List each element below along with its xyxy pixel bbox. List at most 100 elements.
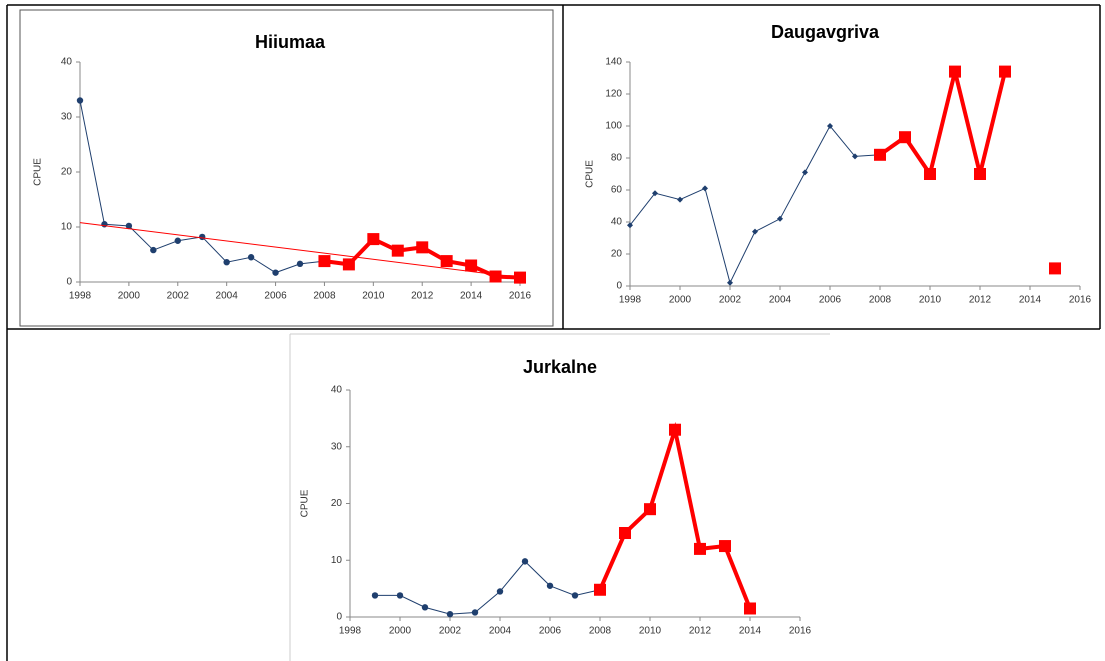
y-tick-label: 40 xyxy=(611,217,623,228)
y-axis-label: CPUE xyxy=(585,160,596,188)
series-line xyxy=(880,72,1055,269)
point xyxy=(727,279,733,286)
point xyxy=(852,153,858,160)
x-tick-label: 2010 xyxy=(639,626,662,637)
x-tick-label: 2012 xyxy=(689,626,712,637)
y-tick-label: 0 xyxy=(616,281,622,292)
x-tick-label: 2006 xyxy=(539,626,562,637)
point xyxy=(125,222,133,230)
x-tick-label: 2008 xyxy=(869,295,892,306)
x-tick-label: 2008 xyxy=(313,291,336,302)
point xyxy=(199,233,206,241)
x-tick-label: 2002 xyxy=(167,291,190,302)
point xyxy=(247,254,255,261)
x-tick-label: 2012 xyxy=(411,291,434,302)
series-line xyxy=(79,100,325,274)
point xyxy=(342,258,355,271)
y-tick-label: 120 xyxy=(605,89,622,100)
point xyxy=(318,255,331,268)
point xyxy=(924,168,936,180)
x-tick-label: 2010 xyxy=(362,291,385,302)
point xyxy=(521,558,529,565)
x-tick-label: 2002 xyxy=(439,626,462,637)
y-tick-label: 20 xyxy=(331,498,343,509)
point xyxy=(446,610,454,618)
y-tick-label: 20 xyxy=(611,249,623,260)
y-tick-label: 40 xyxy=(61,57,73,68)
point xyxy=(101,221,108,228)
point xyxy=(223,259,230,266)
point xyxy=(391,244,404,257)
point xyxy=(827,123,833,129)
point xyxy=(367,233,380,246)
chart-title: Jurkalne xyxy=(523,357,597,377)
x-tick-label: 2004 xyxy=(489,626,512,637)
x-tick-label: 1998 xyxy=(619,295,642,306)
y-tick-label: 30 xyxy=(61,112,73,123)
series-line xyxy=(375,560,601,615)
point xyxy=(421,604,429,611)
point xyxy=(652,190,658,197)
point xyxy=(471,609,479,616)
point xyxy=(174,237,181,244)
x-tick-label: 2014 xyxy=(1019,295,1042,306)
point xyxy=(627,222,633,229)
x-tick-label: 2008 xyxy=(589,626,612,637)
point xyxy=(644,503,656,516)
point xyxy=(150,246,157,254)
point xyxy=(777,215,783,222)
series-line xyxy=(79,222,521,279)
series-line xyxy=(629,125,881,285)
point xyxy=(396,592,404,599)
point xyxy=(899,131,911,144)
x-tick-label: 1998 xyxy=(339,626,362,637)
y-tick-label: 30 xyxy=(331,441,343,452)
point xyxy=(752,228,758,235)
point xyxy=(546,582,554,589)
y-axis-label: CPUE xyxy=(33,158,44,186)
y-tick-label: 100 xyxy=(605,121,622,132)
point xyxy=(440,255,453,268)
y-tick-label: 10 xyxy=(61,222,73,233)
point xyxy=(999,65,1011,78)
x-tick-label: 2004 xyxy=(769,295,792,306)
x-tick-label: 2006 xyxy=(819,295,842,306)
x-tick-label: 2016 xyxy=(1069,295,1092,306)
point xyxy=(744,602,756,615)
x-tick-label: 2014 xyxy=(460,291,483,302)
x-tick-label: 2000 xyxy=(669,295,692,306)
point xyxy=(594,583,606,596)
x-tick-label: 2014 xyxy=(739,626,762,637)
point xyxy=(371,592,379,599)
y-tick-label: 20 xyxy=(61,167,73,178)
x-tick-label: 2016 xyxy=(509,291,532,302)
point xyxy=(416,241,429,254)
chart-title: Daugavgriva xyxy=(771,22,880,42)
x-tick-label: 2002 xyxy=(719,295,742,306)
point xyxy=(669,423,681,436)
y-tick-label: 0 xyxy=(336,612,342,623)
x-tick-label: 2016 xyxy=(789,626,812,637)
point xyxy=(489,270,502,283)
y-tick-label: 40 xyxy=(331,385,343,396)
point xyxy=(694,542,706,555)
point xyxy=(802,169,808,176)
x-tick-label: 2004 xyxy=(216,291,239,302)
chart-title: Hiiumaa xyxy=(255,32,326,52)
x-tick-label: 2000 xyxy=(389,626,412,637)
point xyxy=(974,168,986,180)
point xyxy=(874,148,886,161)
point xyxy=(571,592,579,599)
point xyxy=(76,97,84,104)
point xyxy=(272,269,279,276)
y-tick-label: 140 xyxy=(605,57,622,68)
point xyxy=(465,259,478,272)
y-axis-label: CPUE xyxy=(300,489,311,517)
point xyxy=(619,527,631,540)
point xyxy=(702,185,708,192)
x-tick-label: 1998 xyxy=(69,291,92,302)
y-tick-label: 60 xyxy=(611,185,623,196)
y-tick-label: 10 xyxy=(331,555,343,566)
x-tick-label: 2006 xyxy=(264,291,287,302)
